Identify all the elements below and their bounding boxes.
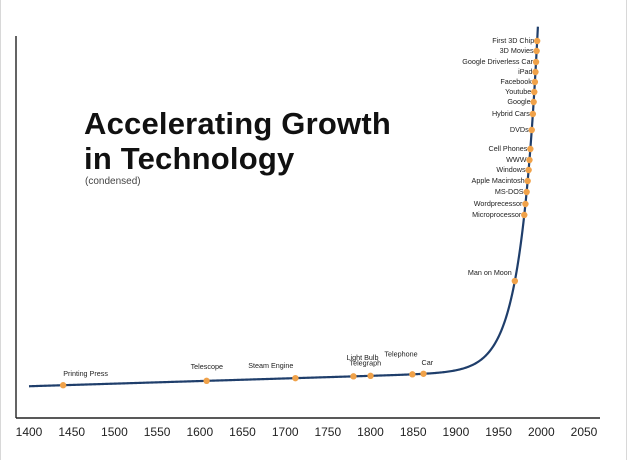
milestone-point xyxy=(522,200,529,208)
milestone-label: Light Bulb xyxy=(347,353,379,362)
milestone-point xyxy=(530,98,537,106)
x-tick-label: 1550 xyxy=(144,425,171,439)
milestone-point xyxy=(533,37,541,45)
milestone-labels: Printing Press Telescope Steam Engine Teleg… xyxy=(63,36,534,378)
milestone-point xyxy=(511,277,519,285)
x-tick-label: 1650 xyxy=(229,425,256,439)
milestone-point xyxy=(350,373,357,380)
x-tick-label: 1800 xyxy=(357,425,384,439)
milestone-points xyxy=(59,37,541,389)
x-tick-labels: 1400 1450 1500 1550 1600 1650 1700 1750 1800 1850… xyxy=(16,425,598,439)
milestone-label: Car xyxy=(422,358,434,367)
milestone-label: Hybrid Cars xyxy=(492,109,530,118)
milestone-point xyxy=(420,370,427,377)
milestone-point xyxy=(59,382,67,389)
milestone-point xyxy=(525,166,532,174)
milestone-point xyxy=(524,177,531,185)
x-tick-label: 1600 xyxy=(186,425,213,439)
milestone-point xyxy=(532,58,540,66)
milestone-label: Google Driverless Car xyxy=(462,57,533,66)
milestone-point xyxy=(203,377,210,385)
milestone-point xyxy=(409,371,416,378)
growth-curve xyxy=(28,26,539,388)
milestone-label: Wordprecessor xyxy=(474,199,523,208)
chart-title: Accelerating Growth in Technology xyxy=(84,106,391,176)
milestone-point xyxy=(521,211,528,219)
milestone-label: DVDs xyxy=(510,125,529,134)
milestone-point xyxy=(531,88,538,96)
x-tick-label: 1400 xyxy=(16,425,43,439)
milestone-point xyxy=(523,188,530,196)
x-tick-label: 1700 xyxy=(272,425,299,439)
milestone-label: First 3D Chip xyxy=(492,36,534,45)
milestone-label: Cell Phones xyxy=(489,144,528,153)
axes xyxy=(15,36,600,419)
milestone-label: iPad xyxy=(518,67,532,76)
milestone-label: Man on Moon xyxy=(468,268,512,277)
milestone-point xyxy=(367,372,374,380)
x-tick-label: 1500 xyxy=(101,425,128,439)
milestone-label: Telephone xyxy=(384,349,417,358)
milestone-label: Facebook xyxy=(500,77,532,86)
milestone-point xyxy=(528,126,535,134)
milestone-point xyxy=(527,145,534,153)
chart-subtitle: (condensed) xyxy=(85,176,141,187)
title-line-2: in Technology xyxy=(84,141,295,176)
x-tick-label: 1950 xyxy=(485,425,512,439)
milestone-label: Telegraph xyxy=(350,358,382,367)
milestone-point xyxy=(292,374,299,382)
x-tick-label: 2000 xyxy=(528,425,555,439)
milestone-label: Telescope xyxy=(191,362,223,371)
milestone-point xyxy=(526,156,533,164)
milestone-label: 3D Movies xyxy=(500,46,534,55)
title-line-1: Accelerating Growth xyxy=(84,106,391,141)
milestone-label: Microprocessor xyxy=(472,210,522,219)
milestone-label: Apple Macintosh xyxy=(472,176,525,185)
milestone-point xyxy=(531,78,539,86)
x-tick-label: 1850 xyxy=(400,425,427,439)
left-border xyxy=(0,0,1,460)
milestone-label: MS-DOS xyxy=(495,187,524,196)
milestone-point xyxy=(533,47,540,55)
growth-curve-line xyxy=(28,26,539,388)
x-tick-label: 1750 xyxy=(314,425,341,439)
milestone-label: Windows xyxy=(496,165,526,174)
x-tick-label: 2050 xyxy=(571,425,598,439)
milestone-label: WWW xyxy=(506,155,527,164)
x-tick-label: 1900 xyxy=(443,425,470,439)
milestone-point xyxy=(529,110,537,118)
x-tick-label: 1450 xyxy=(58,425,85,439)
milestone-label: Printing Press xyxy=(63,369,108,378)
milestone-label: Youtube xyxy=(505,87,531,96)
milestone-label: Google xyxy=(507,97,530,106)
milestone-point xyxy=(532,68,539,76)
milestone-label: Steam Engine xyxy=(248,361,293,370)
